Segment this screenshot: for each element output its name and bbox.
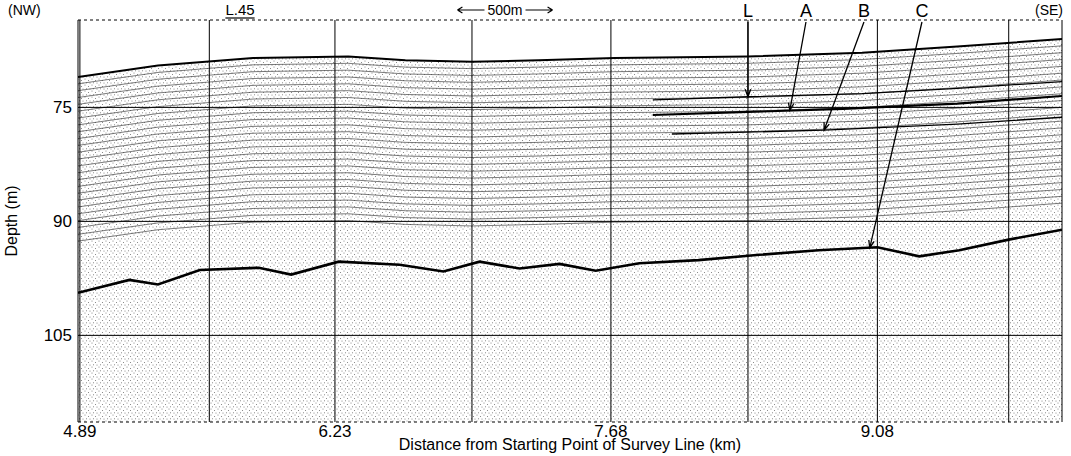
lamination (78, 189, 1062, 227)
grid-line (334, 20, 335, 422)
lamination (78, 183, 1062, 221)
tick-label: 75 (53, 98, 72, 117)
annotation-arrow (788, 22, 805, 110)
lamination (78, 155, 1062, 193)
lamination (78, 196, 1062, 234)
lamination (78, 80, 1062, 118)
lamination (78, 87, 1062, 125)
axis-title: Depth (m) (3, 185, 20, 256)
annotation-label: A (800, 1, 812, 21)
annotation-arrow (824, 22, 864, 130)
lamination (78, 121, 1062, 159)
grid-line (877, 20, 878, 422)
frame (1062, 20, 1063, 422)
lamination (78, 148, 1062, 186)
grid-line (78, 335, 1062, 336)
lamination (78, 169, 1062, 207)
plot-area (78, 39, 1062, 422)
side-label: (SE) (1035, 2, 1063, 18)
side-label: (NW) (8, 2, 41, 18)
reflector (653, 82, 1062, 100)
frame (78, 422, 1062, 423)
grid-line (78, 107, 1062, 108)
reflector (78, 230, 1062, 293)
fix-line (1008, 20, 1009, 422)
annotation-label: B (858, 1, 870, 21)
title: L.45 (225, 1, 254, 18)
frame (78, 20, 1062, 21)
grid-line (610, 20, 611, 422)
tick-label: 6.23 (318, 422, 351, 441)
tick-label: 9.08 (861, 422, 894, 441)
lamination (78, 203, 1062, 241)
reflector (672, 117, 1062, 134)
annotation-arrow (745, 22, 750, 97)
lamination (78, 128, 1062, 166)
grid-line (79, 20, 80, 422)
lamination (78, 66, 1062, 104)
stipple (78, 39, 1062, 422)
reflector (653, 96, 1062, 115)
lamination (78, 60, 1062, 98)
title-underline (225, 17, 254, 18)
tick-label: 4.89 (63, 422, 96, 441)
lamination (78, 114, 1062, 152)
fix-line (471, 20, 472, 422)
tick-label: 105 (44, 326, 72, 345)
annotation-label: C (915, 1, 928, 21)
axis-title: Distance from Starting Point of Survey L… (399, 436, 741, 453)
grid-line (78, 221, 1062, 222)
lamination (78, 107, 1062, 145)
fix-line (209, 20, 210, 422)
scale-bar-label: 500m (487, 2, 522, 18)
lamination (78, 46, 1062, 84)
tick-label: 90 (53, 212, 72, 231)
annotation-label: L (743, 1, 753, 21)
frame (78, 20, 79, 422)
lamination (78, 142, 1062, 180)
lamination (78, 176, 1062, 214)
chart: 75901054.896.237.689.08Distance from Sta… (0, 0, 1071, 456)
scale-bar (457, 7, 552, 13)
annotation-arrow (869, 22, 922, 248)
lamination (78, 135, 1062, 173)
reflector (78, 39, 1062, 77)
lamination (78, 162, 1062, 200)
